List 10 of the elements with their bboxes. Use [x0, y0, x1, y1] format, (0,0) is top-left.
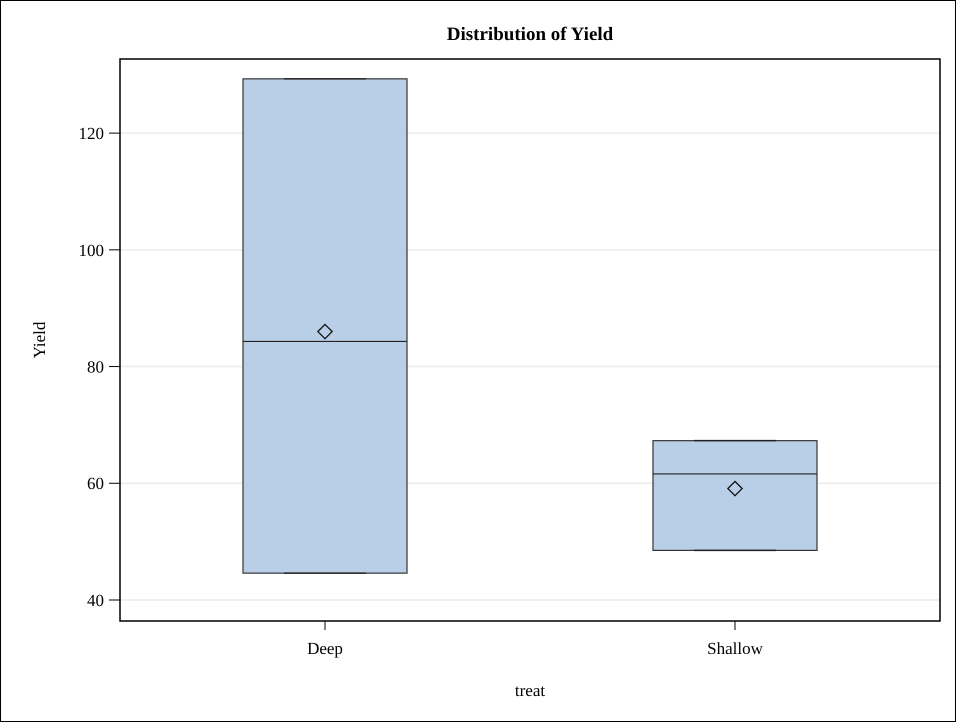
y-tick-label: 80: [87, 358, 104, 377]
x-axis-title: treat: [514, 681, 546, 700]
y-tick-label: 60: [87, 474, 104, 494]
y-tick-label: 120: [78, 124, 104, 144]
y-tick-label: 100: [78, 240, 104, 260]
y-axis-title: Yield: [30, 321, 49, 358]
x-tick-label: Shallow: [707, 639, 764, 658]
chart-title: Distribution of Yield: [446, 24, 614, 45]
x-tick-label: Deep: [307, 639, 343, 658]
y-tick-label: 40: [87, 590, 104, 610]
